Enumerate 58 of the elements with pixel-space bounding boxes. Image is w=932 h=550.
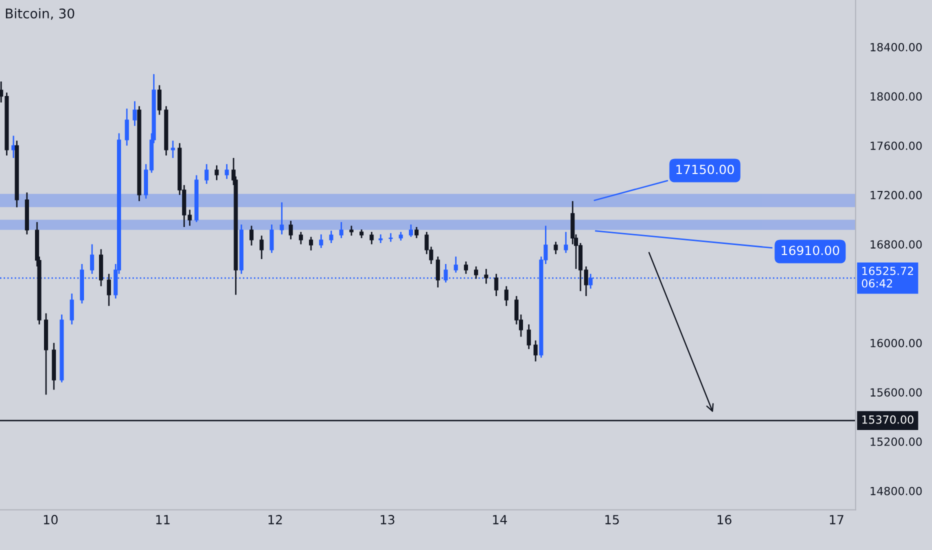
- candlestick: [339, 221, 344, 239]
- candlestick: [249, 225, 254, 246]
- candlestick: [408, 224, 413, 238]
- candlestick: [414, 226, 419, 239]
- candlestick: [464, 260, 468, 275]
- candlestick: [319, 234, 324, 249]
- y-tick-label: 16800.00: [870, 240, 922, 249]
- candlestick: [308, 236, 314, 252]
- candlestick: [474, 266, 478, 280]
- ref-line-label: 15370.00: [862, 415, 914, 424]
- candlestick: [70, 292, 74, 326]
- candlestick: [260, 234, 264, 260]
- candlestick: [534, 340, 538, 362]
- x-tick-label: 15: [605, 515, 619, 524]
- x-tick-label: 14: [493, 515, 507, 524]
- y-tick-label: 18000.00: [870, 92, 922, 101]
- y-tick-label: 15200.00: [870, 438, 922, 446]
- candlestick: [124, 108, 129, 146]
- candlestick: [288, 220, 293, 240]
- candlestick: [106, 273, 111, 307]
- candlestick: [90, 244, 94, 275]
- x-tick-label: 17: [830, 515, 844, 524]
- candlestick: [494, 273, 498, 297]
- candlestick: [280, 202, 284, 236]
- y-tick-label: 17600.00: [870, 142, 922, 150]
- x-tick-label: 13: [380, 514, 394, 524]
- candlestick: [436, 256, 440, 288]
- candlestick: [298, 231, 303, 245]
- y-tick-label: 18400.00: [870, 42, 922, 52]
- y-tick-label: 17200.00: [870, 190, 922, 200]
- candlestick: [204, 163, 209, 185]
- y-tick-label: 15600.00: [870, 388, 922, 397]
- x-tick-label: 11: [156, 515, 170, 524]
- x-tick-label: 10: [44, 514, 58, 524]
- candlestick: [504, 285, 508, 307]
- candlestick: [370, 231, 374, 245]
- candlestick: [270, 224, 274, 254]
- x-tick-label: 16: [718, 514, 732, 524]
- candlestick: [554, 241, 558, 255]
- candlestick: [526, 324, 531, 350]
- annotation: 16910.00: [782, 246, 840, 256]
- candlestick: [388, 232, 393, 242]
- y-tick-label: 16000.00: [870, 338, 922, 348]
- candlestick: [564, 231, 568, 254]
- candlestick: [170, 140, 175, 159]
- x-tick-label: 12: [268, 514, 282, 524]
- candlestick: [157, 84, 162, 116]
- candlestick: [484, 268, 488, 284]
- text: Bitcoin, 30: [6, 8, 74, 20]
- candlestick: [214, 164, 219, 181]
- candlestick: [224, 163, 229, 180]
- annotation: 17150.00: [676, 164, 734, 174]
- ref-line-label: 16525.72 06:42: [862, 266, 914, 288]
- candlestick: [132, 100, 137, 127]
- candlestick: [329, 230, 334, 244]
- y-tick-label: 14800.00: [870, 486, 922, 496]
- candlestick: [454, 256, 458, 274]
- candlestick: [349, 225, 354, 236]
